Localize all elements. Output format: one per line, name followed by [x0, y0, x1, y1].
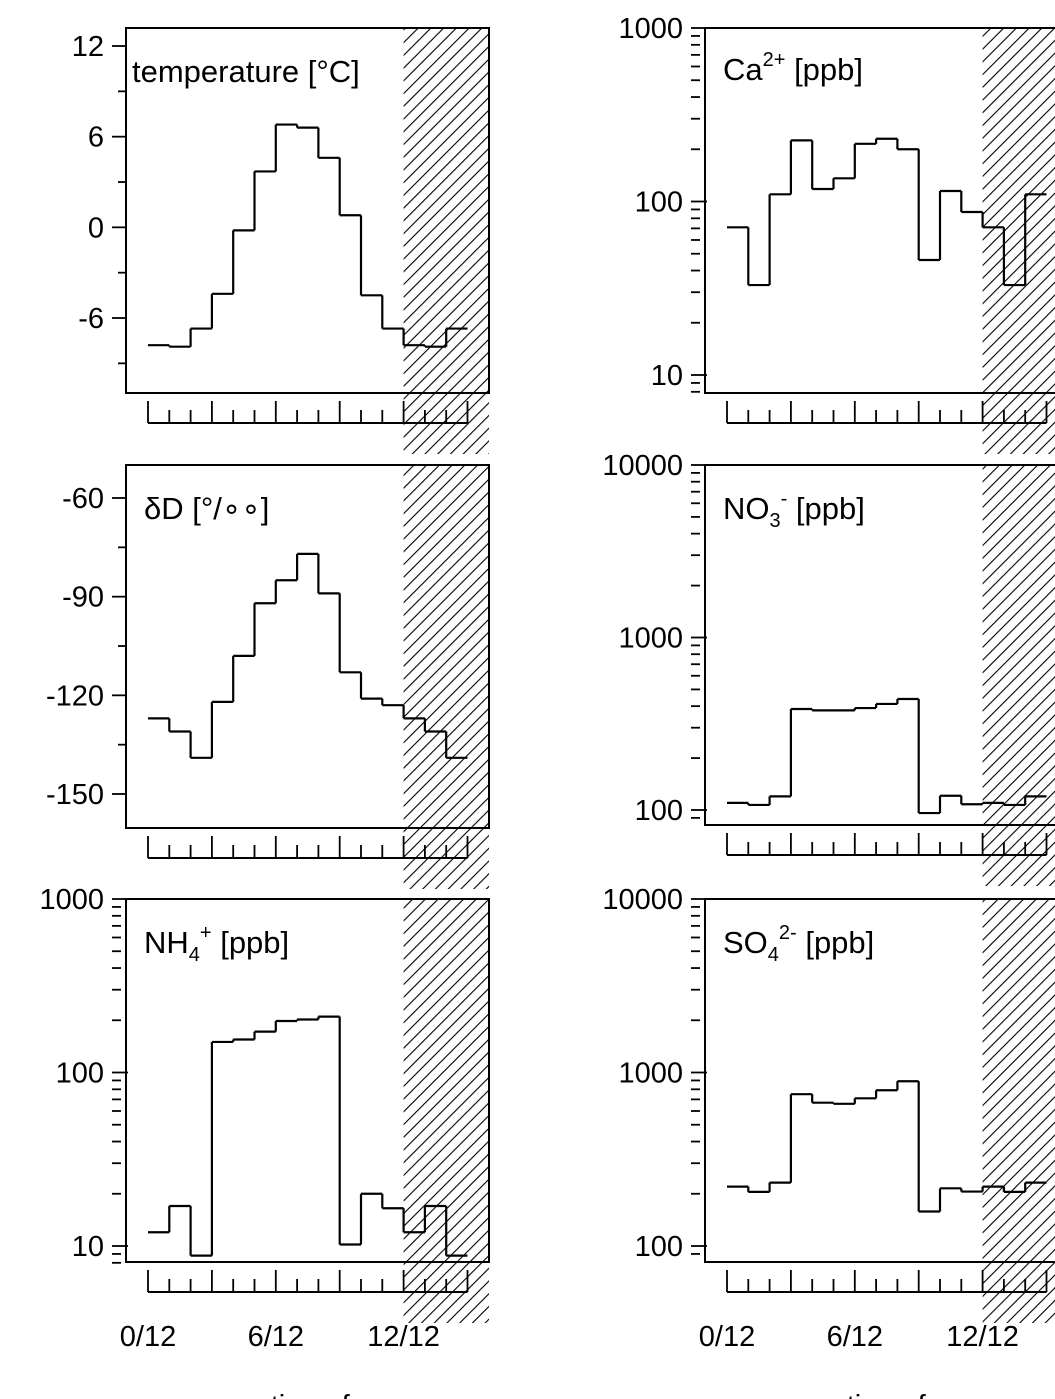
panel-label: NH4+ [ppb]	[144, 922, 289, 966]
y-tick-label: 10000	[602, 884, 683, 916]
temperature-panel: -6 0 6 12 temperature [°C]	[72, 27, 490, 454]
hatched-region	[403, 899, 489, 1323]
panel-label: SO42- [ppb]	[723, 922, 874, 966]
y-tick-label: 100	[635, 795, 683, 827]
x-axis-label: portion of year	[229, 1390, 415, 1399]
y-tick-label: 1000	[618, 623, 683, 655]
hatched-region	[982, 465, 1055, 886]
x-axis	[726, 833, 1048, 856]
y-tick-label: 10000	[602, 450, 683, 482]
y-tick-label: 1000	[39, 884, 104, 916]
plot-frame	[125, 898, 490, 1263]
panel-label: Ca2+ [ppb]	[723, 49, 863, 87]
y-axis: -6 0 6 12	[72, 31, 126, 365]
plot-frame	[704, 27, 1055, 394]
plot-frame	[704, 898, 1055, 1263]
x-tick-label: 0/12	[699, 1321, 755, 1353]
plot-frame	[704, 464, 1055, 826]
x-axis	[726, 401, 1048, 424]
hatched-region	[403, 28, 489, 454]
y-tick-label: 0	[88, 212, 104, 244]
y-axis: 10 100 1000	[618, 13, 707, 393]
y-axis: 100 1000 10000	[602, 450, 707, 827]
plot-frame	[125, 27, 490, 394]
y-tick-label: 100	[56, 1058, 104, 1090]
y-tick-label: -150	[46, 779, 104, 811]
x-axis: 0/12 6/12 12/12 portion of year	[120, 1270, 469, 1399]
x-axis	[147, 401, 469, 424]
x-tick-label: 6/12	[827, 1321, 883, 1353]
series	[727, 697, 1047, 815]
y-tick-label: 12	[72, 31, 104, 63]
y-axis: -150 -120 -90 -60	[46, 483, 126, 811]
y-tick-label: 100	[635, 1231, 683, 1263]
no3-panel: 100 1000 10000 NO3- [ppb]	[602, 450, 1055, 886]
panel-label: δD [°/∘∘]	[144, 491, 269, 526]
nh4-panel: 10 100 1000 0/12 6/12 12/12 portion of year NH4…	[39, 884, 490, 1399]
ca-panel: 10 100 1000 Ca2+ [ppb]	[618, 13, 1055, 454]
y-tick-label: 100	[635, 187, 683, 219]
series	[148, 552, 468, 759]
panel-label: NO3- [ppb]	[723, 488, 865, 532]
x-tick-label: 12/12	[367, 1321, 440, 1353]
y-tick-label: 1000	[618, 13, 683, 45]
y-tick-label: -60	[62, 483, 104, 515]
x-axis-label: portion of year	[805, 1390, 991, 1399]
y-tick-label: -6	[78, 303, 104, 335]
series	[148, 123, 468, 348]
y-tick-label: -90	[62, 582, 104, 614]
x-tick-label: 12/12	[946, 1321, 1019, 1353]
x-axis	[147, 836, 469, 859]
y-axis: 10 100 1000	[39, 884, 128, 1264]
y-tick-label: 1000	[618, 1058, 683, 1090]
deltaD-panel: -150 -120 -90 -60 δD [°/∘∘]	[46, 464, 490, 889]
y-axis: 100 1000 10000	[602, 884, 707, 1263]
x-tick-label: 6/12	[248, 1321, 304, 1353]
panel-label: temperature [°C]	[132, 54, 360, 89]
x-tick-label: 0/12	[120, 1321, 176, 1353]
series	[727, 137, 1047, 287]
x-axis: 0/12 6/12 12/12 portion of year	[699, 1270, 1048, 1399]
so4-panel: 100 1000 10000 0/12 6/12 12/12 portion of year…	[602, 884, 1055, 1399]
series	[727, 1080, 1047, 1213]
series	[148, 1015, 468, 1257]
y-tick-label: 6	[88, 122, 104, 154]
y-tick-label: 10	[651, 360, 683, 392]
hatched-region	[982, 28, 1055, 454]
y-tick-label: 10	[72, 1231, 104, 1263]
hatched-region	[403, 465, 489, 889]
hatched-region	[982, 899, 1055, 1323]
y-tick-label: -120	[46, 680, 104, 712]
